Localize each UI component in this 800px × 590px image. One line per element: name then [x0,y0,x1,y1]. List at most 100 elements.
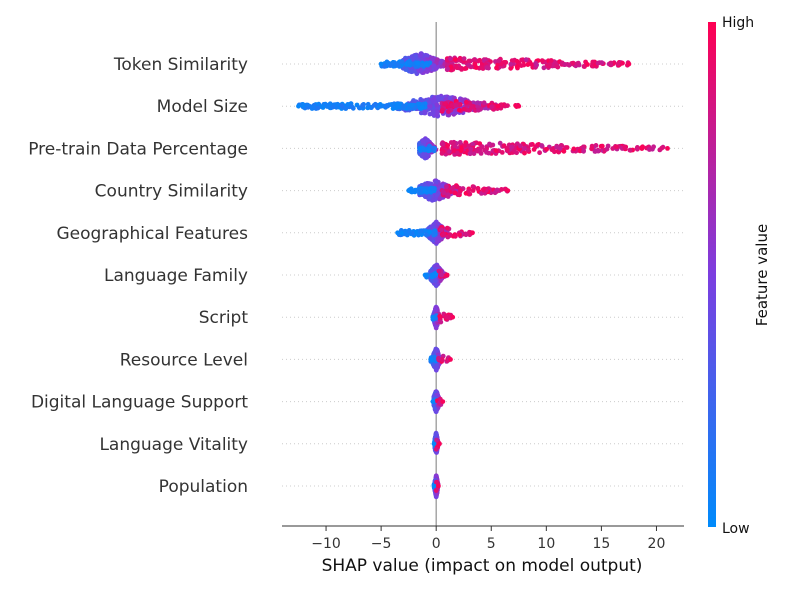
shap-point [493,148,499,154]
shap-point [430,110,436,115]
shap-point [581,64,587,69]
feature-label: Language Vitality [99,435,248,455]
shap-point [537,150,542,156]
shap-point [373,101,378,107]
shap-point [433,488,439,493]
shap-point [390,61,396,66]
shap-point [428,357,434,362]
shap-point [504,147,510,153]
shap-point [433,431,439,437]
shap-point [457,107,462,113]
shap-point [436,268,442,274]
shap-point [440,399,446,404]
shap-point [444,184,449,190]
shap-point [453,233,458,239]
shap-point [499,187,504,192]
colorbar-gradient [708,22,716,527]
shap-point [416,67,422,73]
shap-point [440,232,446,238]
shap-point [487,141,492,147]
shap-point [610,146,616,151]
shap-point [365,101,371,107]
feature-points [422,262,450,289]
shap-point [476,107,481,113]
shap-point [519,57,524,63]
shap-point [395,62,401,68]
shap-point [468,146,474,152]
feature-points [431,430,442,455]
shap-point [534,62,539,68]
x-tick-label: 5 [487,536,496,552]
shap-point [434,192,440,198]
shap-point [592,149,598,154]
shap-point [434,102,440,108]
x-axis-title: SHAP value (impact on model output) [322,556,643,576]
shap-point [427,189,432,194]
x-tick-label: 20 [648,536,666,552]
shap-point [452,57,458,62]
shap-point [447,149,452,154]
shap-point [449,102,455,108]
shap-point [463,231,468,237]
shap-point [422,152,427,158]
shap-point [581,148,586,154]
shap-point [418,52,423,58]
shap-point [428,181,434,187]
shap-point [378,61,384,67]
feature-label: Token Similarity [113,55,248,75]
shap-point [410,102,415,108]
shap-point [434,437,439,443]
shap-point [525,62,531,67]
shap-points [296,51,670,500]
shap-point [424,53,430,59]
x-tick-label: 0 [432,536,441,552]
shap-point [315,105,321,111]
shap-point [433,179,439,185]
shap-point [480,66,486,71]
shap-point [659,145,665,151]
shap-point [409,69,414,75]
shap-point [494,187,500,193]
shap-point [445,143,451,148]
shap-point [548,58,554,63]
shap-point [417,228,423,234]
shap-point [509,144,515,150]
x-axis: −10 −5 0 5 10 15 20 [282,525,684,552]
shap-point [327,101,333,107]
shap-point [454,65,460,71]
shap-point [472,61,478,67]
shap-point [437,441,442,447]
shap-point [434,479,439,485]
shap-point [466,62,472,68]
feature-label: Model Size [157,97,248,117]
shap-point [439,107,445,113]
feature-points [406,178,511,203]
shap-point [384,59,390,65]
feature-label: Pre-train Data Percentage [28,139,248,159]
shap-point [503,60,509,65]
shap-point [400,104,406,110]
shap-point [335,101,340,107]
shap-point [423,62,429,67]
shap-point [457,232,462,238]
shap-point [436,356,441,362]
feature-label: Geographical Features [56,224,248,244]
shap-point [437,195,443,201]
shap-point [480,187,486,193]
shap-point [484,150,489,155]
feature-labels: Token Similarity Model Size Pre-train Data… [28,55,248,497]
shap-point [458,148,464,154]
shap-point [410,56,416,62]
shap-point [406,188,412,194]
shap-point [461,56,467,61]
shap-point [522,150,527,156]
shap-point [562,62,568,67]
shap-point [509,58,515,63]
shap-point [444,187,450,193]
shap-point [420,62,425,68]
feature-points [395,219,475,246]
shap-point [430,399,436,404]
shap-point [516,103,522,109]
shap-point [438,58,444,64]
shap-point [471,151,477,157]
